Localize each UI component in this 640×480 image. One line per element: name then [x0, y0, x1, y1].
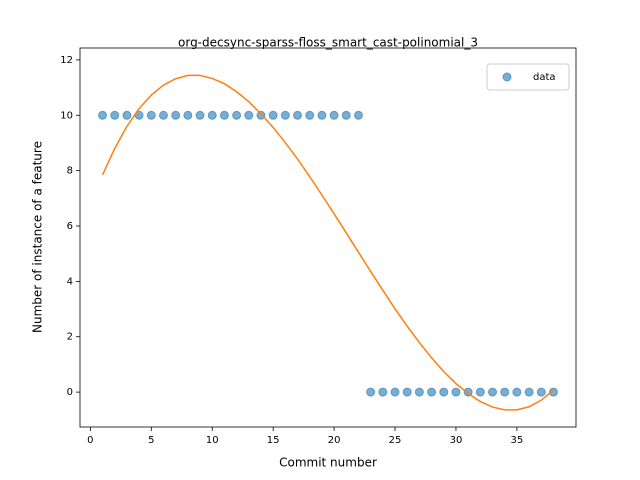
- data-point: [512, 387, 522, 397]
- y-tick-label: 2: [67, 332, 73, 343]
- data-point: [158, 110, 168, 120]
- data-point: [427, 387, 437, 397]
- data-point: [305, 110, 315, 120]
- data-point: [524, 387, 534, 397]
- data-point: [280, 110, 290, 120]
- data-point: [171, 110, 181, 120]
- data-point: [195, 110, 205, 120]
- chart-title: org-decsync-sparss-floss_smart_cast-poli…: [178, 36, 478, 50]
- data-point: [244, 110, 254, 120]
- axes-frame: [79, 47, 577, 428]
- data-point: [548, 387, 558, 397]
- y-tick-label: 0: [67, 387, 73, 398]
- data-point: [378, 387, 388, 397]
- data-point: [536, 387, 546, 397]
- x-axis-label: Commit number: [279, 456, 377, 470]
- x-tick-label: 5: [148, 435, 154, 446]
- data-point: [293, 110, 303, 120]
- x-tick-label: 20: [328, 435, 341, 446]
- data-point: [146, 110, 156, 120]
- data-point: [341, 110, 351, 120]
- x-tick-label: 15: [267, 435, 280, 446]
- data-point: [122, 110, 132, 120]
- legend-label: data: [533, 72, 556, 83]
- legend-marker: [502, 72, 512, 82]
- data-point: [366, 387, 376, 397]
- data-point: [390, 387, 400, 397]
- data-point: [110, 110, 120, 120]
- y-tick-label: 10: [60, 110, 73, 121]
- data-point: [500, 387, 510, 397]
- y-tick-label: 12: [60, 55, 73, 66]
- data-point: [183, 110, 193, 120]
- y-tick-label: 8: [67, 166, 73, 177]
- x-tick-label: 10: [206, 435, 219, 446]
- data-point: [475, 387, 485, 397]
- data-point: [439, 387, 449, 397]
- data-point: [488, 387, 498, 397]
- x-tick-label: 0: [87, 435, 93, 446]
- data-point: [219, 110, 229, 120]
- x-tick-label: 30: [450, 435, 463, 446]
- data-point: [256, 110, 266, 120]
- x-tick-label: 35: [511, 435, 524, 446]
- data-point: [232, 110, 242, 120]
- data-point: [207, 110, 217, 120]
- y-tick-label: 6: [67, 221, 73, 232]
- y-axis-label: Number of instance of a feature: [31, 141, 45, 333]
- data-point: [414, 387, 424, 397]
- data-point: [329, 110, 339, 120]
- data-point: [451, 387, 461, 397]
- data-point: [317, 110, 327, 120]
- data-point: [353, 110, 363, 120]
- fit-line: [101, 74, 554, 411]
- x-tick-label: 25: [389, 435, 402, 446]
- data-point: [402, 387, 412, 397]
- data-point: [268, 110, 278, 120]
- y-tick-label: 4: [67, 276, 73, 287]
- legend-box: [486, 63, 570, 91]
- data-point: [98, 110, 108, 120]
